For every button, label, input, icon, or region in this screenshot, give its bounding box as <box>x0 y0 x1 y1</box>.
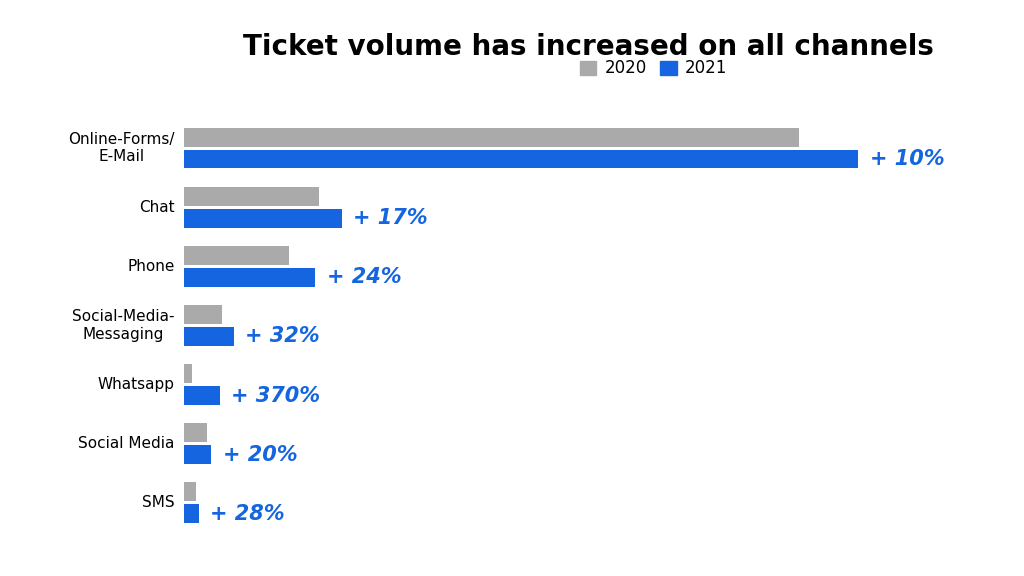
Text: + 24%: + 24% <box>327 267 401 287</box>
Bar <box>184 483 196 501</box>
Bar <box>184 128 799 146</box>
Bar <box>184 386 219 405</box>
Title: Ticket volume has increased on all channels: Ticket volume has increased on all chann… <box>244 33 934 61</box>
Text: + 28%: + 28% <box>210 504 285 524</box>
Bar <box>184 445 211 464</box>
Bar <box>184 209 342 228</box>
Bar <box>184 305 222 324</box>
Text: + 10%: + 10% <box>869 149 944 169</box>
Bar <box>184 327 233 346</box>
Bar <box>184 268 315 287</box>
Bar <box>184 364 191 383</box>
Bar <box>184 246 289 265</box>
Text: + 17%: + 17% <box>353 208 427 228</box>
Bar <box>184 150 858 168</box>
Bar <box>184 505 199 523</box>
Text: + 370%: + 370% <box>230 385 319 406</box>
Bar <box>184 187 319 206</box>
Bar <box>184 423 207 442</box>
Text: + 20%: + 20% <box>222 445 297 465</box>
Text: + 32%: + 32% <box>245 327 319 346</box>
Legend: 2020, 2021: 2020, 2021 <box>574 54 732 82</box>
